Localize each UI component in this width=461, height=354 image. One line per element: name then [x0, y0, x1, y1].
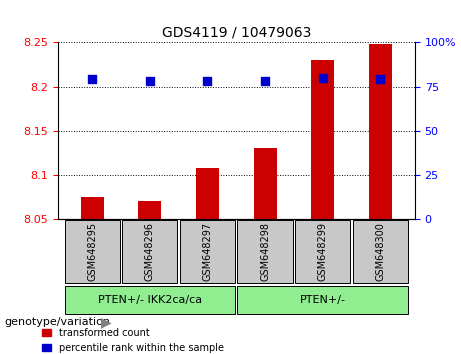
Bar	[254, 148, 277, 219]
Bar	[311, 60, 334, 219]
Text: GSM648299: GSM648299	[318, 222, 328, 281]
Point	[377, 77, 384, 82]
Text: PTEN+/-: PTEN+/-	[300, 295, 346, 305]
Text: GSM648300: GSM648300	[375, 222, 385, 281]
Point	[89, 77, 96, 82]
FancyBboxPatch shape	[353, 220, 408, 284]
Text: PTEN+/- IKK2ca/ca: PTEN+/- IKK2ca/ca	[98, 295, 202, 305]
FancyBboxPatch shape	[122, 220, 177, 284]
FancyBboxPatch shape	[295, 220, 350, 284]
Point	[261, 79, 269, 84]
Bar	[138, 201, 161, 219]
FancyBboxPatch shape	[180, 220, 235, 284]
Bar	[369, 44, 392, 219]
Text: ▶: ▶	[101, 315, 112, 329]
Title: GDS4119 / 10479063: GDS4119 / 10479063	[161, 26, 311, 40]
FancyBboxPatch shape	[65, 286, 235, 314]
Point	[319, 75, 326, 81]
FancyBboxPatch shape	[237, 286, 408, 314]
Text: GSM648297: GSM648297	[202, 222, 213, 281]
Text: GSM648296: GSM648296	[145, 222, 155, 281]
Text: GSM648298: GSM648298	[260, 222, 270, 281]
Bar	[81, 197, 104, 219]
Text: GSM648295: GSM648295	[87, 222, 97, 281]
Text: genotype/variation: genotype/variation	[5, 317, 111, 327]
Legend: transformed count, percentile rank within the sample: transformed count, percentile rank withi…	[42, 328, 224, 353]
Point	[204, 79, 211, 84]
Bar	[196, 167, 219, 219]
FancyBboxPatch shape	[65, 220, 120, 284]
FancyBboxPatch shape	[237, 220, 293, 284]
Point	[146, 79, 154, 84]
